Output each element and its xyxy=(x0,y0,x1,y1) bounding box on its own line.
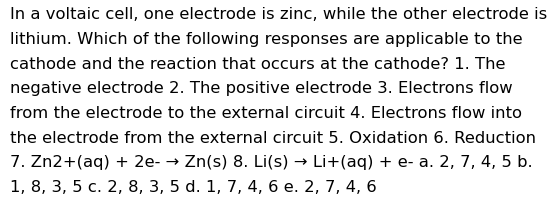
Text: 7. Zn2+(aq) + 2e- → Zn(s) 8. Li(s) → Li+(aq) + e- a. 2, 7, 4, 5 b.: 7. Zn2+(aq) + 2e- → Zn(s) 8. Li(s) → Li+… xyxy=(10,155,533,170)
Text: 1, 8, 3, 5 c. 2, 8, 3, 5 d. 1, 7, 4, 6 e. 2, 7, 4, 6: 1, 8, 3, 5 c. 2, 8, 3, 5 d. 1, 7, 4, 6 e… xyxy=(10,180,377,195)
Text: from the electrode to the external circuit 4. Electrons flow into: from the electrode to the external circu… xyxy=(10,106,522,121)
Text: negative electrode 2. The positive electrode 3. Electrons flow: negative electrode 2. The positive elect… xyxy=(10,81,513,96)
Text: the electrode from the external circuit 5. Oxidation 6. Reduction: the electrode from the external circuit … xyxy=(10,131,536,146)
Text: In a voltaic cell, one electrode is zinc, while the other electrode is: In a voltaic cell, one electrode is zinc… xyxy=(10,7,547,22)
Text: lithium. Which of the following responses are applicable to the: lithium. Which of the following response… xyxy=(10,32,523,47)
Text: cathode and the reaction that occurs at the cathode? 1. The: cathode and the reaction that occurs at … xyxy=(10,57,506,72)
